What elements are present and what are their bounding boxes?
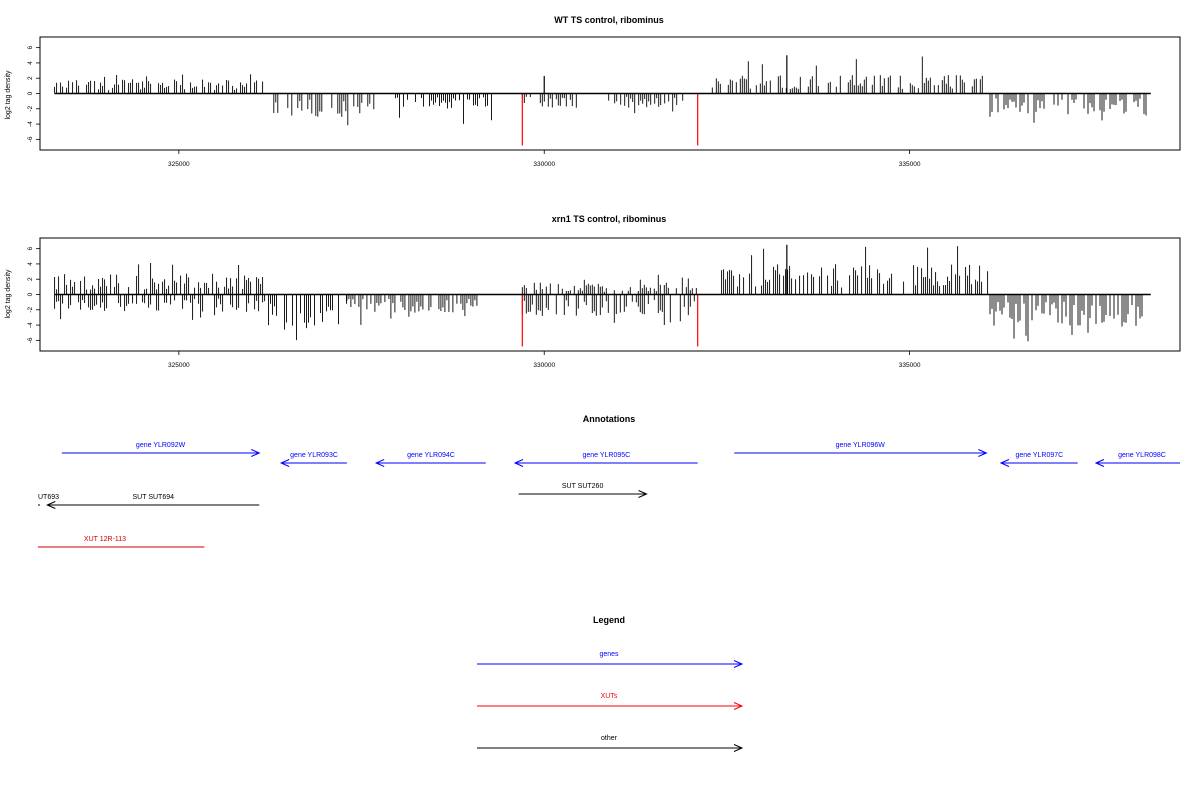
annotation-feature: SUT SUT260 (518, 483, 648, 498)
xrn1-x-tick-label: 335000 (899, 362, 921, 369)
xrn1-y-tick-label: -4 (27, 322, 34, 328)
feature-arrowhead (46, 501, 56, 509)
annotation-feature: gene YLR095C (513, 452, 698, 467)
annotation-feature: gene YLR093C (279, 452, 347, 467)
legend-title: Legend (593, 615, 625, 625)
xrn1-y-axis-label: log2 tag density (5, 269, 12, 319)
legend-label: other (601, 735, 618, 742)
annotation-feature: SUT SUT694 (46, 494, 260, 509)
feature-label: gene YLR097C (1015, 452, 1063, 459)
xrn1-track-panel: xrn1 TS control, ribominus log2 tag dens… (5, 214, 1181, 369)
annotation-features: gene YLR092W gene YLR093C gene YLR094C gene… (38, 442, 1180, 548)
feature-arrowhead (978, 449, 988, 457)
feature-arrowhead (638, 490, 648, 498)
annotation-feature: gene YLR092W (61, 442, 261, 457)
feature-arrowhead (374, 459, 385, 467)
xrn1-y-tick-label: -2 (27, 307, 34, 313)
wt-x-tick-label: 330000 (533, 161, 555, 168)
feature-label: gene YLR098C (1118, 452, 1166, 459)
xrn1-y-tick-label: 4 (27, 262, 34, 266)
xrn1-x-tick-label: 330000 (533, 362, 555, 369)
feature-label: gene YLR096W (836, 442, 886, 449)
legend-arrowhead (733, 702, 744, 710)
feature-label: gene YLR094C (407, 452, 455, 459)
wt-y-axis-label: log2 tag density (5, 70, 12, 120)
xrn1-track-title: xrn1 TS control, ribominus (552, 214, 667, 224)
feature-arrowhead (279, 459, 290, 467)
wt-signal-bars (54, 55, 1147, 146)
feature-label: SUT SUT694 (133, 494, 175, 501)
feature-arrowhead (1094, 459, 1105, 467)
xrn1-y-tick-label: -6 (27, 337, 34, 343)
feature-label: gene YLR093C (290, 452, 338, 459)
feature-label: SUT SUT260 (562, 483, 604, 490)
annotations-title: Annotations (583, 414, 636, 424)
wt-y-tick-label: 0 (27, 91, 34, 95)
legend-arrowhead (733, 744, 744, 752)
wt-x-tick-label: 335000 (899, 161, 921, 168)
wt-track-title: WT TS control, ribominus (554, 15, 664, 25)
legend-item: XUTs (477, 693, 744, 710)
feature-label: XUT 12R-113 (84, 536, 126, 543)
feature-arrowhead (999, 459, 1010, 467)
legend-panel: Legend genes XUTs other (477, 615, 744, 752)
xrn1-signal-bars (54, 244, 1143, 347)
wt-track-panel: WT TS control, ribominus log2 tag densit… (5, 15, 1181, 168)
xrn1-y-tick-label: 0 (27, 292, 34, 296)
wt-y-tick-label: -6 (27, 136, 34, 142)
legend-item: genes (477, 651, 744, 668)
annotation-feature: XUT 12R-113 (38, 536, 205, 548)
wt-y-tick-label: -2 (27, 106, 34, 112)
wt-y-tick-label: 6 (27, 45, 34, 49)
wt-y-tick-label: -4 (27, 121, 34, 127)
feature-label: gene YLR092W (136, 442, 186, 449)
annotation-feature: gene YLR094C (374, 452, 486, 467)
feature-arrowhead (251, 449, 261, 457)
legend-label: genes (599, 651, 619, 658)
feature-label: UT693 (38, 494, 59, 501)
legend-arrowhead (733, 660, 744, 668)
xrn1-y-tick-label: 6 (27, 246, 34, 250)
feature-arrowhead (513, 459, 524, 467)
legend-items: genes XUTs other (477, 651, 744, 752)
xrn1-x-tick-label: 325000 (168, 362, 190, 369)
feature-label: gene YLR095C (582, 452, 630, 459)
wt-y-tick-label: 2 (27, 76, 34, 80)
xrn1-axes: 6 4 2 0 -2 -4 -6 325000 330000 335000 (27, 246, 1151, 369)
wt-axes: 6 4 2 0 -2 -4 -6 325000 330000 335000 (27, 45, 1151, 168)
xrn1-y-tick-label: 2 (27, 277, 34, 281)
annotation-feature: gene YLR098C (1094, 452, 1180, 467)
wt-x-tick-label: 325000 (168, 161, 190, 168)
legend-item: other (477, 735, 744, 752)
annotation-feature: gene YLR097C (999, 452, 1078, 467)
wt-y-tick-label: 4 (27, 61, 34, 65)
annotation-feature: UT693 (38, 494, 59, 506)
legend-label: XUTs (601, 693, 618, 700)
annotation-feature: gene YLR096W (734, 442, 988, 457)
